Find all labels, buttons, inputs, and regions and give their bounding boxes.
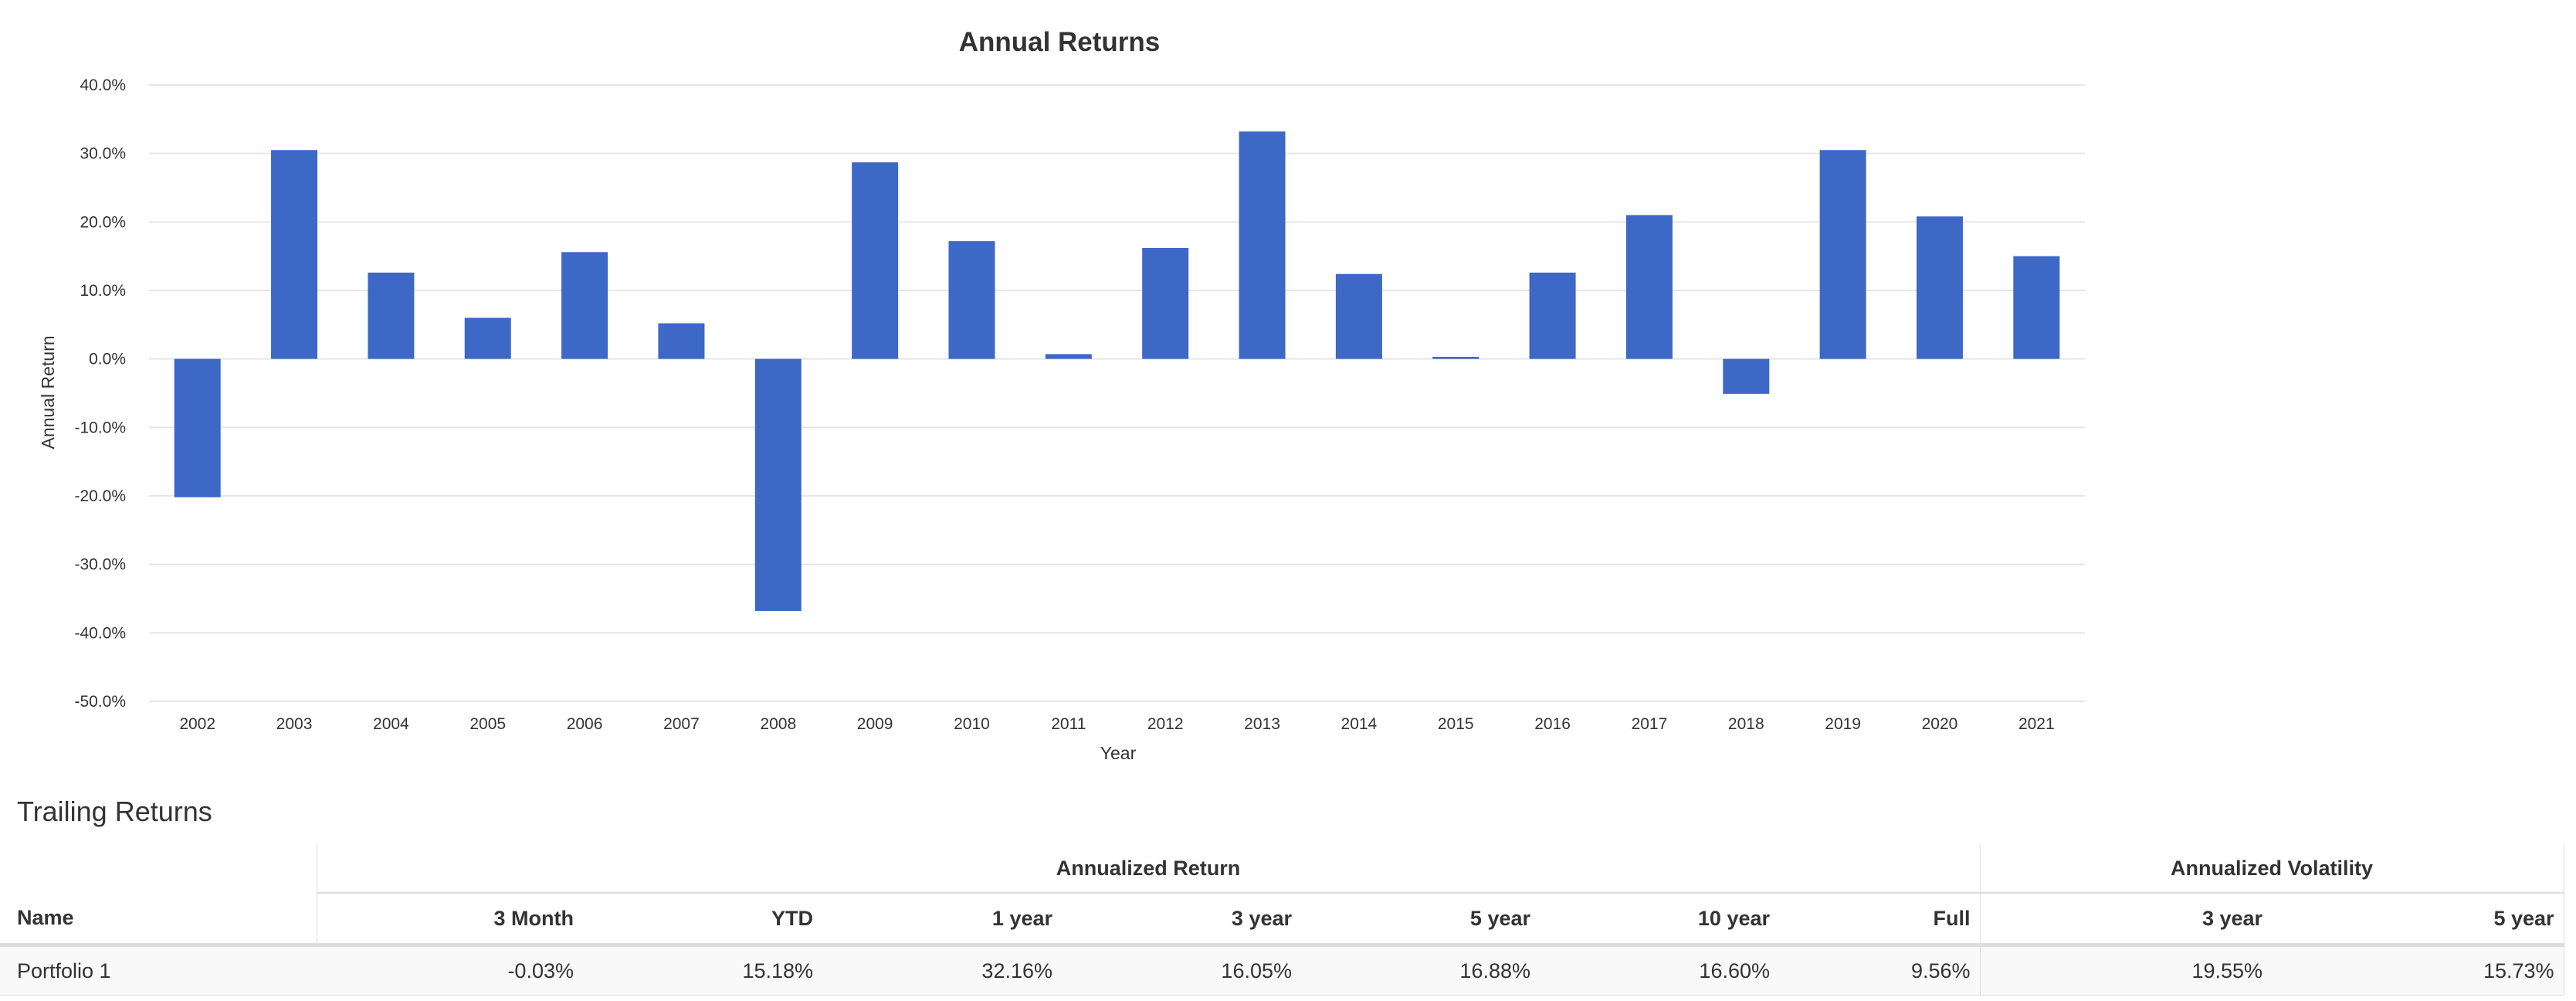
x-tick-label: 2008 [760,715,796,733]
bar-2016 [1529,272,1576,359]
col-header-volatility-5-year: 5 year [2272,893,2564,947]
x-tick-label: 2011 [1051,715,1086,733]
bar-2012 [1142,248,1189,359]
cell-5-year: 16.88% [1301,945,1540,996]
x-tick-label: 2012 [1147,715,1184,733]
x-axis-label: Year [1100,743,1137,763]
x-tick-label: 2003 [276,715,313,733]
col-header-10-year: 10 year [1540,893,1779,947]
y-tick-label: -20.0% [74,487,126,505]
x-tick-label: 2002 [179,715,215,733]
y-tick-label: -30.0% [74,556,126,574]
cell-3-year: 16.05% [1062,945,1301,996]
cell-volatility-3-year: 19.55% [1979,945,2273,996]
col-header-1-year: 1 year [822,893,1062,947]
cell-volatility-5-year: 15.73% [2272,945,2564,996]
bar-2005 [464,317,511,359]
bar-2014 [1335,273,1382,359]
x-tick-label: 2006 [567,715,603,733]
bar-2002 [174,358,221,497]
x-tick-label: 2010 [954,715,990,733]
x-tick-label: 2016 [1534,715,1571,733]
y-axis-ticks: 40.0% 30.0% 20.0% 10.0% 0.0% -10.0% -20.0% -30.… [74,76,126,711]
x-tick-label: 2005 [469,715,506,733]
bar-2018 [1723,358,1770,394]
x-axis-ticks: 2002 2003 2004 2005 2006 2007 2008 2009 2010 2011… [179,715,2054,733]
y-tick-label: 20.0% [80,213,126,231]
y-tick-label: 30.0% [80,145,126,163]
cell-full: 9.56% [1779,945,1981,996]
table-row: Portfolio 1 -0.03% 15.18% 32.16% 16.05% … [0,945,2564,996]
bar-2015 [1432,357,1480,359]
col-header-ytd: YTD [583,893,822,947]
group-annualized-return: Annualized Return [316,844,1981,894]
bar-2021 [2013,256,2060,359]
col-header-3-month: 3 Month [317,893,583,947]
bar-2006 [561,252,608,359]
group-blank [0,844,317,893]
col-header-3-year: 3 year [1062,893,1301,947]
x-tick-label: 2009 [857,715,893,733]
cell-ytd: 15.18% [583,945,822,996]
y-tick-label: 40.0% [80,76,126,94]
x-tick-label: 2004 [373,715,409,733]
x-tick-label: 2021 [2018,715,2055,733]
bar-2013 [1239,131,1286,359]
x-tick-label: 2019 [1825,715,1861,733]
x-tick-label: 2018 [1728,715,1764,733]
bar-2019 [1819,150,1866,359]
group-annualized-volatility: Annualized Volatility [1979,844,2564,894]
bar-2007 [658,323,705,359]
col-header-5-year: 5 year [1301,893,1540,947]
y-tick-label: -40.0% [74,624,126,642]
trailing-returns-title: Trailing Returns [17,796,212,827]
cell-3-month: -0.03% [317,945,583,996]
bar-2008 [754,358,802,611]
col-header-name: Name [0,893,317,947]
x-tick-label: 2015 [1438,715,1474,733]
x-tick-label: 2020 [1922,715,1958,733]
chart-title: Annual Returns [959,27,1161,57]
bar-2017 [1625,215,1673,359]
trailing-returns-table: Annualized Return Annualized Volatility … [0,844,2564,996]
col-header-full: Full [1779,893,1981,947]
grid-lines [149,84,2085,702]
bar-2004 [368,272,415,359]
bar-2020 [1916,216,1963,359]
bar-2003 [271,150,318,359]
cell-10-year: 16.60% [1540,945,1779,996]
y-tick-label: -50.0% [74,693,126,711]
cell-1-year: 32.16% [822,945,1062,996]
cell-name: Portfolio 1 [0,945,317,996]
table-group-header-row: Annualized Return Annualized Volatility [0,844,2564,894]
x-tick-label: 2017 [1632,715,1668,733]
col-header-volatility-3-year: 3 year [1979,893,2273,947]
y-tick-label: -10.0% [74,419,126,436]
bar-2011 [1045,354,1092,359]
y-tick-label: 10.0% [80,282,126,300]
annual-returns-chart: Annual Returns 40.0% 30.0% 20.0% 10.0% 0.0% -… [38,27,2085,763]
bars [174,131,2060,611]
x-tick-label: 2013 [1244,715,1280,733]
x-tick-label: 2014 [1341,715,1378,733]
bar-2009 [852,162,899,359]
table-header-row: Name 3 Month YTD 1 year 3 year 5 year 10… [0,893,2564,947]
x-tick-label: 2007 [663,715,700,733]
y-axis-label: Annual Return [38,335,58,449]
bar-2010 [948,241,995,359]
y-tick-label: 0.0% [89,351,126,368]
